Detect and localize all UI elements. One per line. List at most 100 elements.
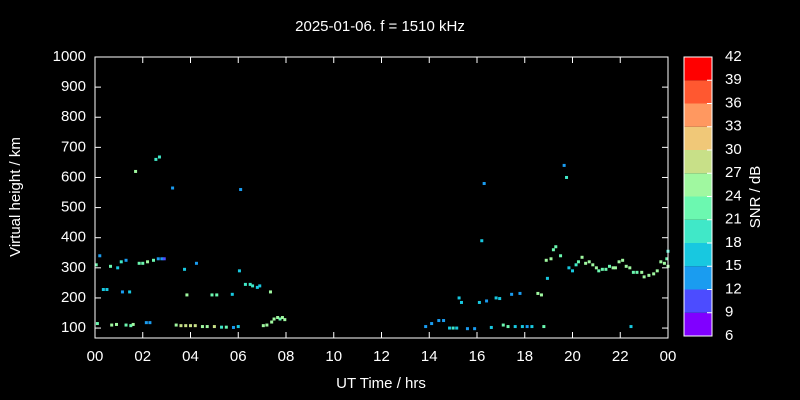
data-point <box>584 261 588 265</box>
x-tick-label: 14 <box>421 348 438 365</box>
data-point <box>659 260 663 264</box>
colorbar-band <box>684 103 712 127</box>
data-point <box>265 323 269 327</box>
data-point <box>494 296 498 300</box>
data-point <box>237 269 241 273</box>
chart-title: 2025-01-06. f = 1510 kHz <box>295 18 465 35</box>
colorbar-band <box>684 173 712 197</box>
colorbar-band <box>684 80 712 104</box>
data-point <box>154 157 158 161</box>
data-point <box>628 266 632 270</box>
data-point <box>459 300 463 304</box>
data-point <box>587 260 591 264</box>
colorbar-band <box>684 126 712 150</box>
data-point <box>243 282 247 286</box>
data-point <box>134 169 138 173</box>
data-point <box>184 324 188 328</box>
colorbar-band <box>684 150 712 174</box>
data-point <box>185 293 189 297</box>
data-point <box>183 267 187 271</box>
data-point <box>189 324 192 328</box>
data-point <box>110 323 114 327</box>
data-point <box>146 260 150 264</box>
colorbar-tick-label: 33 <box>725 118 742 135</box>
data-point <box>613 266 617 270</box>
data-point <box>506 325 510 329</box>
colorbar-band <box>684 219 712 243</box>
colorbar-tick-label: 15 <box>725 257 742 274</box>
data-point <box>128 290 132 294</box>
data-point <box>210 293 214 297</box>
data-point <box>179 324 183 328</box>
data-point <box>144 321 148 325</box>
data-point <box>141 261 145 265</box>
data-point <box>98 254 102 258</box>
data-point <box>617 260 621 264</box>
x-tick-label: 22 <box>612 348 629 365</box>
x-tick-label: 04 <box>182 348 199 365</box>
data-point <box>131 322 135 326</box>
data-point <box>642 275 646 279</box>
y-tick-label: 500 <box>61 199 86 216</box>
colorbar-band <box>684 196 712 220</box>
data-point <box>635 270 639 274</box>
colorbar-tick-label: 24 <box>725 187 742 204</box>
y-tick-label: 400 <box>61 229 86 246</box>
data-point <box>205 325 209 329</box>
data-point <box>485 299 489 303</box>
x-tick-label: 02 <box>134 348 151 365</box>
data-point <box>465 327 469 331</box>
data-point <box>105 288 109 292</box>
data-point <box>258 284 262 288</box>
y-axis-label: Virtual height / km <box>7 137 24 257</box>
data-point <box>120 290 124 294</box>
colorbar-label: SNR / dB <box>747 166 764 229</box>
data-point <box>424 325 428 329</box>
data-point <box>574 263 578 267</box>
data-point <box>283 318 287 322</box>
data-point <box>510 292 514 296</box>
x-tick-label: 00 <box>87 348 104 365</box>
data-point <box>594 266 598 270</box>
data-point <box>565 175 569 179</box>
data-point <box>101 288 105 292</box>
data-point <box>248 282 252 286</box>
data-point <box>251 284 255 288</box>
data-point <box>520 325 524 329</box>
data-point <box>160 257 164 261</box>
data-point <box>567 266 571 270</box>
data-point <box>624 264 628 268</box>
x-tick-label: 20 <box>564 348 581 365</box>
colorbar-band <box>684 266 712 290</box>
data-point <box>576 260 580 264</box>
data-point <box>272 317 276 321</box>
x-tick-label: 10 <box>325 348 342 365</box>
x-tick-label: 00 <box>660 348 677 365</box>
colorbar-band <box>684 289 712 313</box>
data-point <box>477 300 481 304</box>
data-point <box>220 325 224 329</box>
data-point <box>162 257 166 261</box>
colorbar-tick-label: 21 <box>725 211 742 228</box>
data-point <box>542 325 546 329</box>
data-point <box>652 272 656 276</box>
x-tick-label: 08 <box>278 348 295 365</box>
data-point <box>501 323 505 327</box>
data-point <box>124 323 128 327</box>
data-point <box>193 324 197 328</box>
y-tick-label: 300 <box>61 259 86 276</box>
data-point <box>640 270 644 274</box>
data-point <box>513 325 517 329</box>
y-tick-label: 100 <box>61 319 86 336</box>
data-point <box>157 155 161 159</box>
colorbar-tick-label: 27 <box>725 164 742 181</box>
data-point <box>549 257 553 261</box>
data-point <box>536 291 540 295</box>
data-point <box>662 261 666 265</box>
data-point <box>489 325 493 329</box>
data-point <box>655 269 659 273</box>
x-tick-label: 12 <box>373 348 390 365</box>
colorbar-tick-label: 12 <box>725 280 742 297</box>
data-point <box>562 163 566 167</box>
data-point <box>174 323 178 327</box>
